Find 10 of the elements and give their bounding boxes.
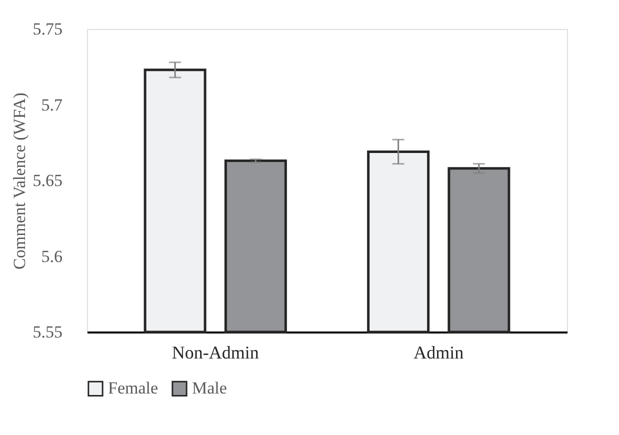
x-tick-label: Admin <box>414 342 464 362</box>
x-tick-label: Non-Admin <box>172 342 259 362</box>
legend-label: Male <box>192 378 227 398</box>
y-tick-label: 5.6 <box>41 246 62 266</box>
legend-label: Female <box>108 378 158 398</box>
y-tick-label: 5.75 <box>32 20 62 38</box>
y-tick-label: 5.7 <box>41 95 63 114</box>
y-tick-label: 5.55 <box>32 322 62 342</box>
y-axis-title: Comment Valence (WFA) <box>10 92 29 270</box>
y-tick-label: 5.65 <box>32 171 62 190</box>
